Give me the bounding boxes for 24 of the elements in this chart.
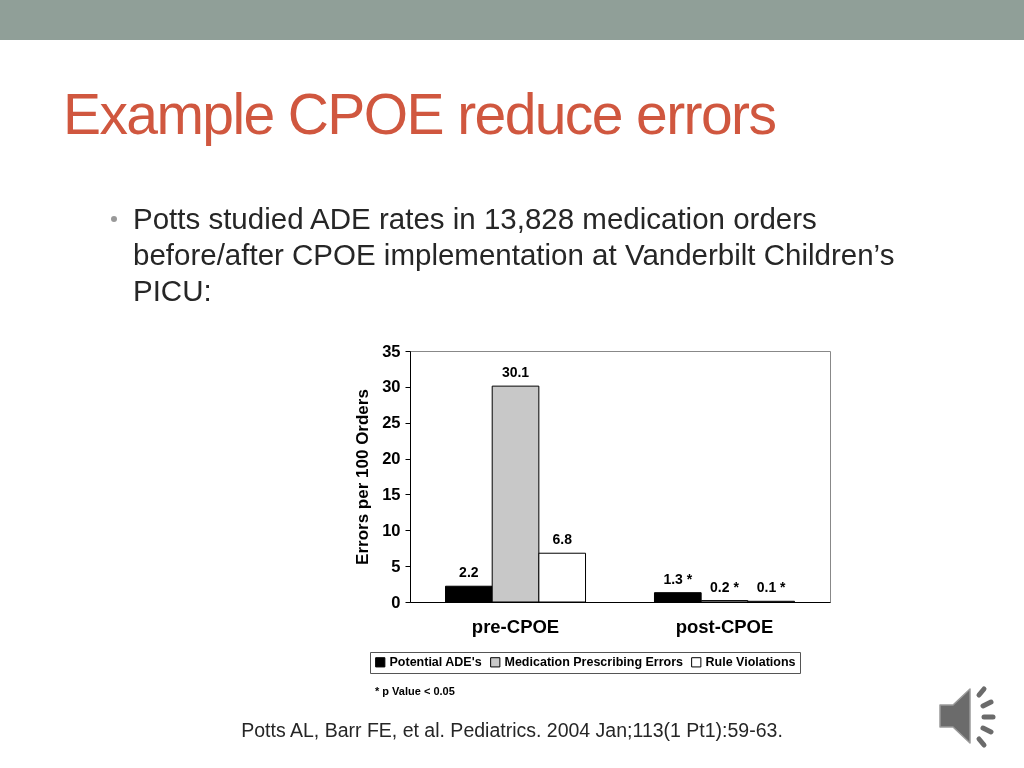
data-label: 30.1	[501, 364, 530, 381]
legend-label: Potential ADE's	[389, 655, 482, 670]
y-tick-label: 10	[382, 520, 401, 539]
text: Potts AL, Barr FE, et al. Pediatrics. 2004 Jan;113(1 Pt1):59-63.	[241, 719, 783, 742]
data-label: 2.2	[459, 564, 479, 581]
data-label: 6.8	[552, 531, 573, 548]
y-tick-label: 25	[382, 413, 401, 432]
x-tick-label: post-CPOE	[675, 615, 774, 637]
y-tick-label: 35	[382, 341, 401, 360]
data-label: 0.1 *	[756, 579, 787, 596]
y-tick-label: 15	[382, 484, 401, 503]
y-tick-label: 30	[382, 377, 401, 396]
y-tick-label: 20	[382, 449, 401, 468]
y-axis-title: Errors per 100 Orders	[353, 389, 373, 565]
legend-label: Rule Violations	[705, 655, 796, 670]
legend-label: Medication Prescribing Errors	[504, 655, 684, 670]
chart-title: Example CPOE reduce errors	[63, 81, 776, 147]
chart-subtitle: Potts studied ADE rates in 13,828 medication orders before/after CPOE implementation at Vanderbilt Children’s PICU:	[133, 201, 896, 309]
y-tick-label: 0	[391, 592, 401, 611]
x-tick-label: pre-CPOE	[471, 615, 560, 637]
text: * p Value < 0.05	[375, 685, 455, 697]
data-label: 0.2 *	[710, 578, 740, 595]
data-label: 1.3 *	[663, 570, 693, 587]
y-tick-label: 5	[391, 556, 401, 575]
